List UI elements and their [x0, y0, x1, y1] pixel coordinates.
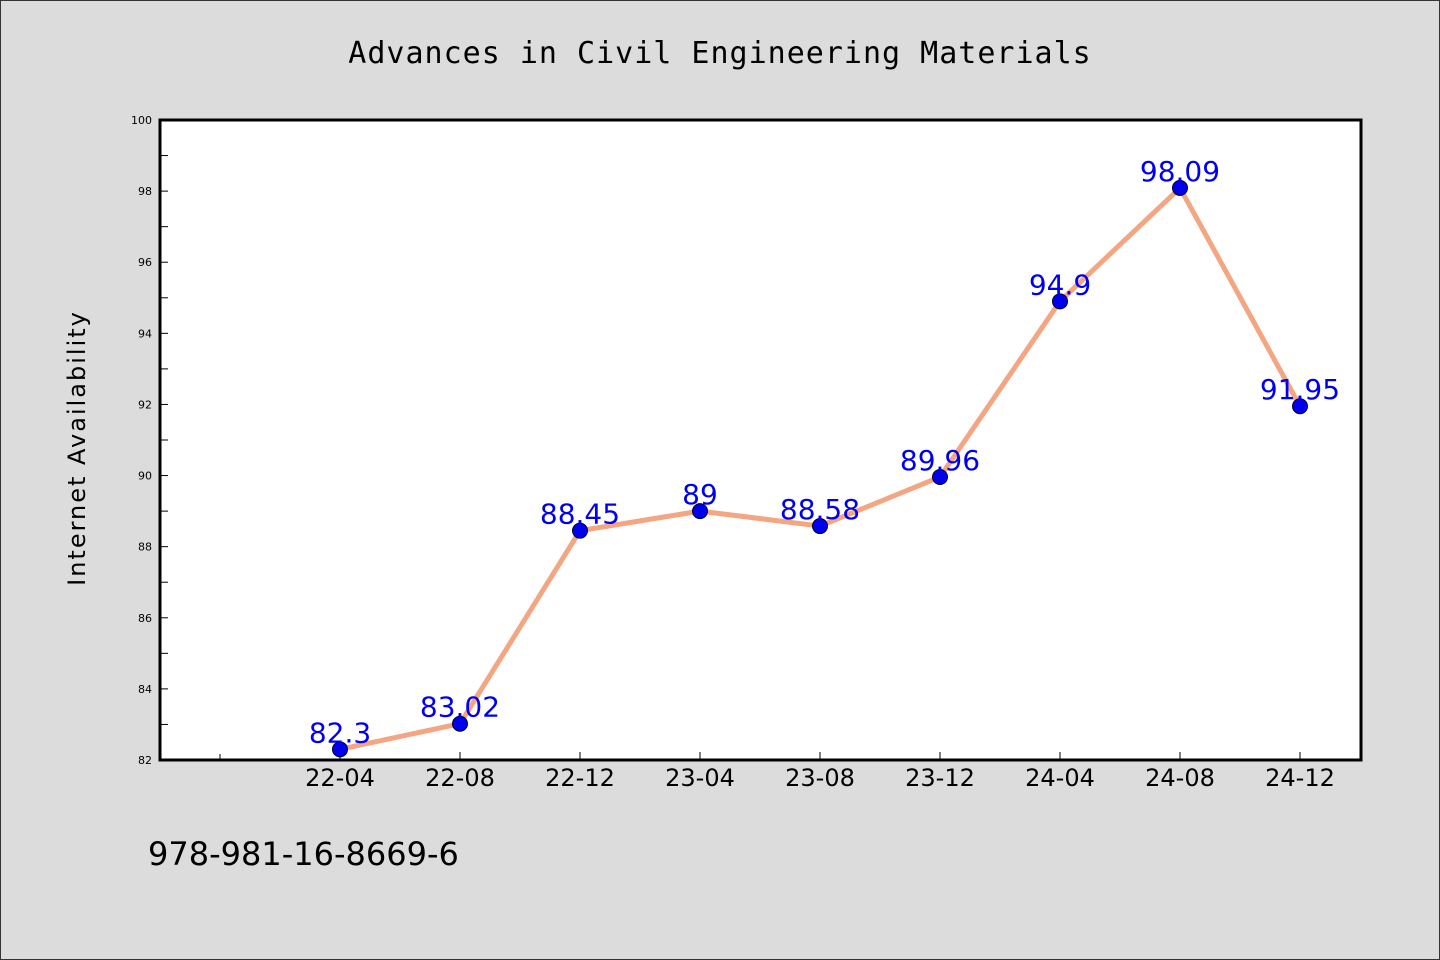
y-axis-ticks: 82 84 86 88 90 92 94 96 98 100	[131, 114, 168, 767]
data-label: 98.09	[1140, 155, 1220, 188]
data-point	[1172, 179, 1188, 196]
data-label: 89.96	[900, 444, 980, 477]
y-tick-label: 94	[138, 327, 152, 340]
data-point	[1052, 293, 1068, 310]
x-tick-label: 23-08	[785, 764, 855, 792]
data-label: 83.02	[420, 691, 500, 724]
data-point	[332, 741, 348, 758]
data-label: 88.45	[540, 498, 620, 531]
data-label: 94.9	[1029, 268, 1091, 301]
data-point	[572, 522, 588, 539]
x-axis-ticks: 22-04 22-08 22-12 23-04 23-08 23-12 24-04 24-08…	[219, 752, 1335, 792]
y-tick-label: 98	[138, 185, 152, 198]
y-tick-label: 96	[138, 256, 152, 269]
data-point	[692, 503, 708, 520]
data-label: 89	[682, 478, 718, 511]
x-tick-label: 24-08	[1145, 764, 1215, 792]
isbn-footer: 978-981-16-8669-6	[148, 835, 459, 873]
data-point	[1292, 398, 1308, 415]
plot-area	[158, 118, 1363, 762]
y-axis-label: Internet Availability	[63, 310, 91, 586]
x-tick-label: 22-12	[545, 764, 615, 792]
y-tick-label: 92	[138, 398, 152, 411]
data-point	[812, 518, 828, 535]
data-label: 88.58	[780, 493, 860, 526]
data-label: 91.95	[1260, 373, 1340, 406]
x-tick-label: 22-08	[425, 764, 495, 792]
data-label: 82.3	[309, 716, 371, 749]
x-tick-label: 22-04	[305, 764, 375, 792]
y-tick-label: 82	[138, 754, 152, 767]
data-labels: 82.3 83.02 88.45 89 88.58 89.96 94.9 98.09 91.95	[309, 155, 1340, 749]
y-tick-label: 90	[138, 470, 152, 483]
data-markers	[332, 179, 1308, 758]
y-tick-label: 100	[131, 114, 152, 127]
data-point	[452, 715, 468, 732]
x-tick-label: 24-04	[1025, 764, 1095, 792]
x-tick-label: 23-12	[905, 764, 975, 792]
y-tick-label: 84	[138, 683, 152, 696]
y-tick-label: 86	[138, 612, 152, 625]
chart-title: Advances in Civil Engineering Materials	[348, 36, 1091, 71]
x-tick-label: 24-12	[1265, 764, 1335, 792]
y-tick-label: 88	[138, 541, 152, 554]
data-point	[932, 468, 948, 485]
x-tick-label: 23-04	[665, 764, 735, 792]
